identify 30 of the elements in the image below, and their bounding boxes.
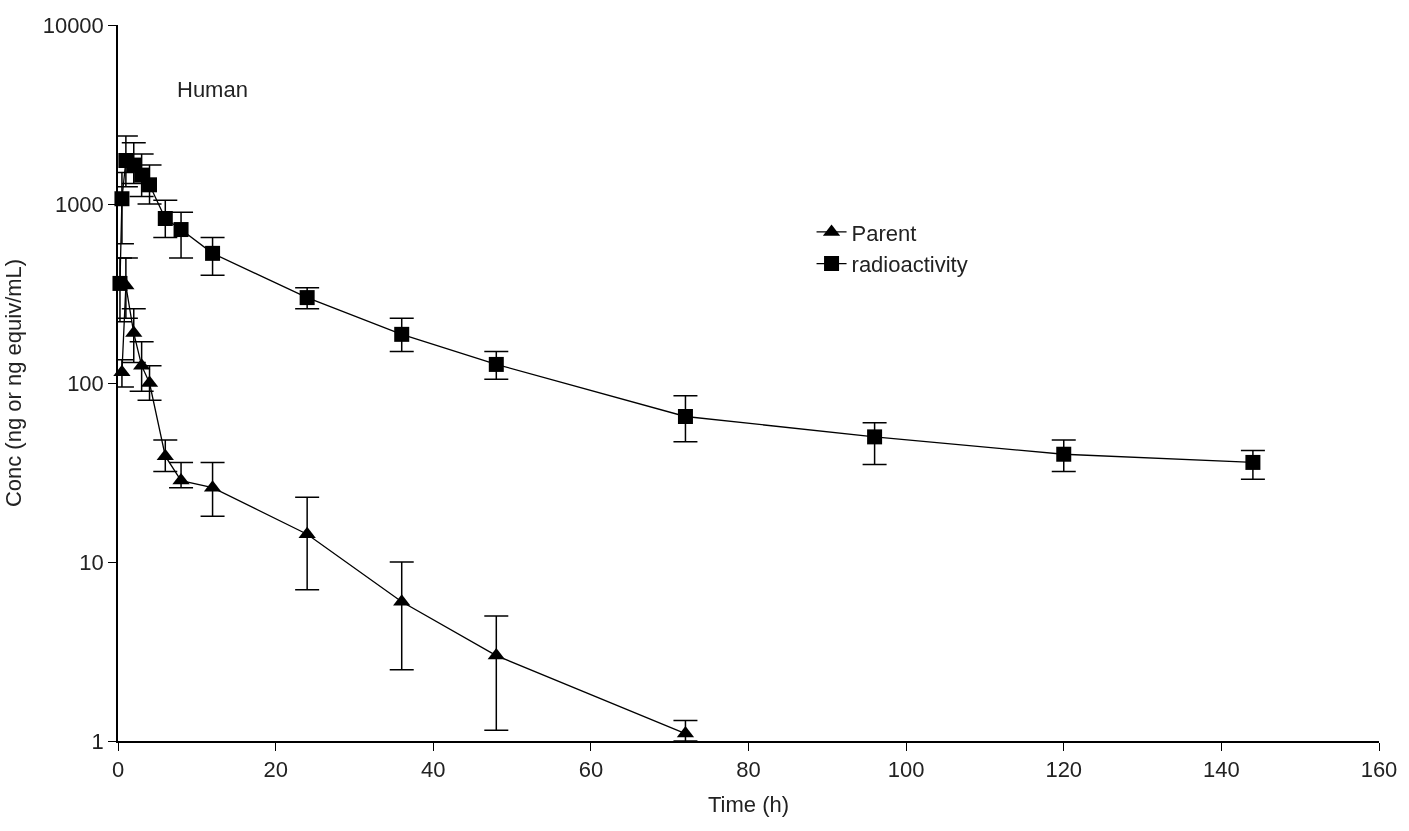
annotation: Human <box>177 77 248 102</box>
y-tick-label: 10000 <box>42 12 104 38</box>
y-tick-label: 1 <box>91 728 104 754</box>
x-tick-label: 0 <box>111 757 125 783</box>
x-tick-label: 40 <box>421 757 446 783</box>
point <box>173 222 189 238</box>
y-tick-label: 1000 <box>54 191 104 217</box>
y-tick-label: 100 <box>67 370 104 396</box>
y-tick-label: 10 <box>79 549 104 575</box>
point <box>157 210 173 226</box>
point <box>142 177 158 193</box>
x-tick-label: 140 <box>1203 757 1240 783</box>
point <box>205 245 221 261</box>
point <box>1056 446 1072 462</box>
x-tick-label: 100 <box>887 757 925 783</box>
point <box>867 429 883 445</box>
x-axis-title: Time (h) <box>707 791 790 817</box>
point <box>299 290 315 306</box>
x-tick-label: 160 <box>1360 757 1398 783</box>
x-tick-label: 80 <box>736 757 761 783</box>
point <box>488 356 504 372</box>
y-axis-title: Conc (ng or ng equiv/mL) <box>0 258 26 508</box>
x-tick-label: 20 <box>263 757 288 783</box>
point <box>394 326 410 342</box>
point <box>1245 454 1261 470</box>
legend-label: radioactivity <box>851 252 968 278</box>
point <box>677 408 693 424</box>
legend-label: Parent <box>851 220 917 246</box>
x-tick-label: 120 <box>1045 757 1083 783</box>
x-tick-label: 60 <box>578 757 604 783</box>
